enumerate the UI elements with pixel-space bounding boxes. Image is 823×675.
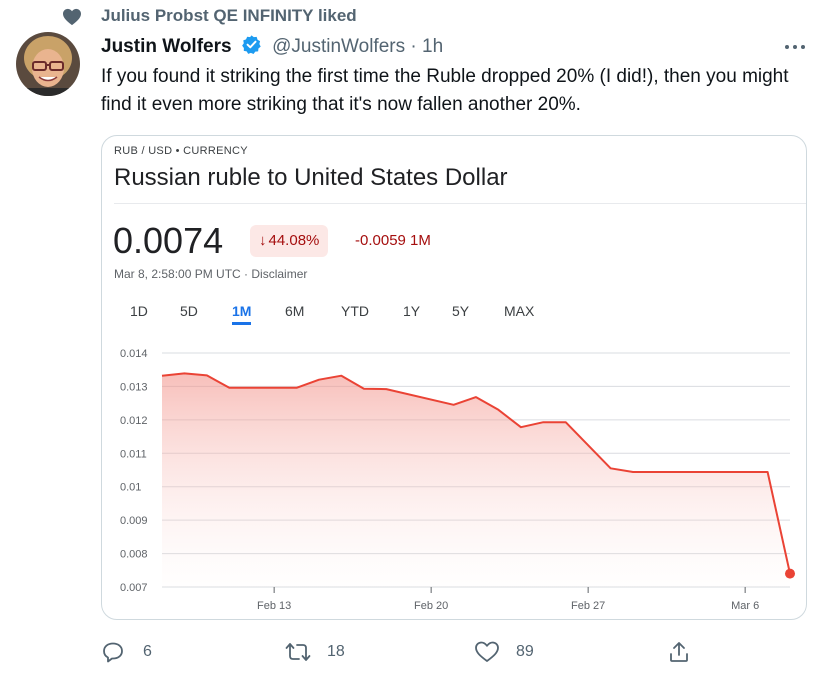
finance-card[interactable]: RUB / USD • CURRENCY Russian ruble to Un… — [101, 135, 807, 620]
card-eyebrow: RUB / USD • CURRENCY — [114, 145, 248, 157]
y-tick-label: 0.014 — [120, 348, 148, 360]
x-tick-label: Feb 13 — [257, 600, 291, 612]
avatar-image — [16, 32, 80, 96]
y-tick-label: 0.011 — [120, 448, 147, 460]
social-context-text: Julius Probst QE INFINITY liked — [101, 6, 357, 25]
range-tab-5d[interactable]: 5D — [180, 303, 198, 319]
social-context[interactable]: Julius Probst QE INFINITY liked — [0, 0, 823, 34]
avatar[interactable] — [16, 32, 80, 96]
range-tab-ytd[interactable]: YTD — [341, 303, 369, 319]
tweet-text: If you found it striking the first time … — [101, 66, 789, 115]
price-series-line — [161, 372, 791, 574]
like-icon — [475, 641, 499, 662]
data-point — [475, 396, 478, 399]
data-point — [228, 386, 231, 389]
range-tab-1m[interactable]: 1M — [232, 303, 252, 325]
data-point — [205, 374, 208, 377]
data-point — [497, 408, 500, 411]
data-point — [564, 421, 567, 424]
data-point — [295, 386, 298, 389]
range-tab-max[interactable]: MAX — [504, 303, 535, 319]
range-tabs: 1D 5D 1M 6M YTD 1Y 5Y MAX — [102, 299, 806, 329]
data-point — [609, 467, 612, 470]
like-button[interactable]: 89 — [474, 636, 554, 668]
range-tab-1y[interactable]: 1Y — [403, 303, 421, 319]
retweet-count: 18 — [327, 643, 345, 660]
data-point — [161, 374, 164, 377]
y-tick-label: 0.007 — [120, 582, 148, 594]
tweet-timestamp[interactable]: 1h — [422, 36, 444, 57]
y-tick-label: 0.013 — [120, 381, 148, 393]
range-tab-6m[interactable]: 6M — [285, 303, 305, 319]
price-chart-area[interactable]: 0.014 0.013 0.012 0.011 0.01 0.009 0.008 0.007 F… — [102, 341, 807, 619]
card-divider — [114, 203, 806, 204]
more-options-icon[interactable] — [780, 36, 810, 58]
data-point — [318, 378, 321, 381]
data-point — [362, 387, 365, 390]
current-price: 0.0074 — [113, 220, 224, 261]
data-point — [519, 426, 522, 429]
y-tick-label: 0.012 — [120, 415, 148, 427]
retweet-icon — [285, 643, 311, 661]
reply-button[interactable]: 6 — [101, 636, 171, 668]
data-point — [654, 471, 657, 474]
data-point — [632, 471, 635, 474]
price-area-fill — [162, 373, 790, 587]
reply-count: 6 — [143, 643, 152, 660]
card-title: Russian ruble to United States Dollar — [114, 164, 508, 191]
retweet-button[interactable]: 18 — [285, 636, 365, 668]
x-tick-label: Feb 27 — [571, 600, 605, 612]
verified-badge-icon — [241, 35, 261, 55]
share-icon — [670, 642, 688, 662]
down-arrow-icon: ↓ — [259, 232, 267, 249]
tweet-actions: 6 18 89 — [101, 636, 801, 668]
change-percent-badge: ↓ 44.08% — [250, 225, 329, 257]
data-point — [542, 421, 545, 424]
separator-dot: · — [410, 36, 417, 57]
range-tab-1d[interactable]: 1D — [130, 303, 148, 319]
data-point — [766, 471, 769, 474]
share-button[interactable] — [667, 636, 697, 668]
data-point — [183, 372, 186, 375]
data-point — [452, 403, 455, 406]
reply-icon — [103, 642, 123, 663]
heart-icon — [63, 8, 81, 26]
current-price-dot — [785, 568, 795, 579]
change-percent: 44.08% — [268, 232, 320, 249]
author-handle[interactable]: @JustinWolfers — [272, 36, 406, 57]
tweet-header: Justin Wolfers @JustinWolfers · 1h — [101, 34, 443, 60]
author-name[interactable]: Justin Wolfers — [101, 36, 232, 57]
change-absolute: -0.0059 1M — [355, 232, 431, 249]
price-chart[interactable]: 0.014 0.013 0.012 0.011 0.01 0.009 0.008 0.007 F… — [102, 341, 807, 616]
y-tick-label: 0.009 — [120, 515, 148, 527]
range-tab-5y[interactable]: 5Y — [452, 303, 470, 319]
y-tick-label: 0.008 — [120, 549, 148, 561]
y-tick-label: 0.01 — [120, 482, 141, 494]
data-point — [385, 388, 388, 391]
x-tick-label: Mar 6 — [731, 600, 759, 612]
data-point — [340, 374, 343, 377]
as-of-timestamp: Mar 8, 2:58:00 PM UTC · Disclaimer — [114, 267, 308, 281]
like-count: 89 — [516, 643, 534, 660]
x-tick-label: Feb 20 — [414, 600, 448, 612]
